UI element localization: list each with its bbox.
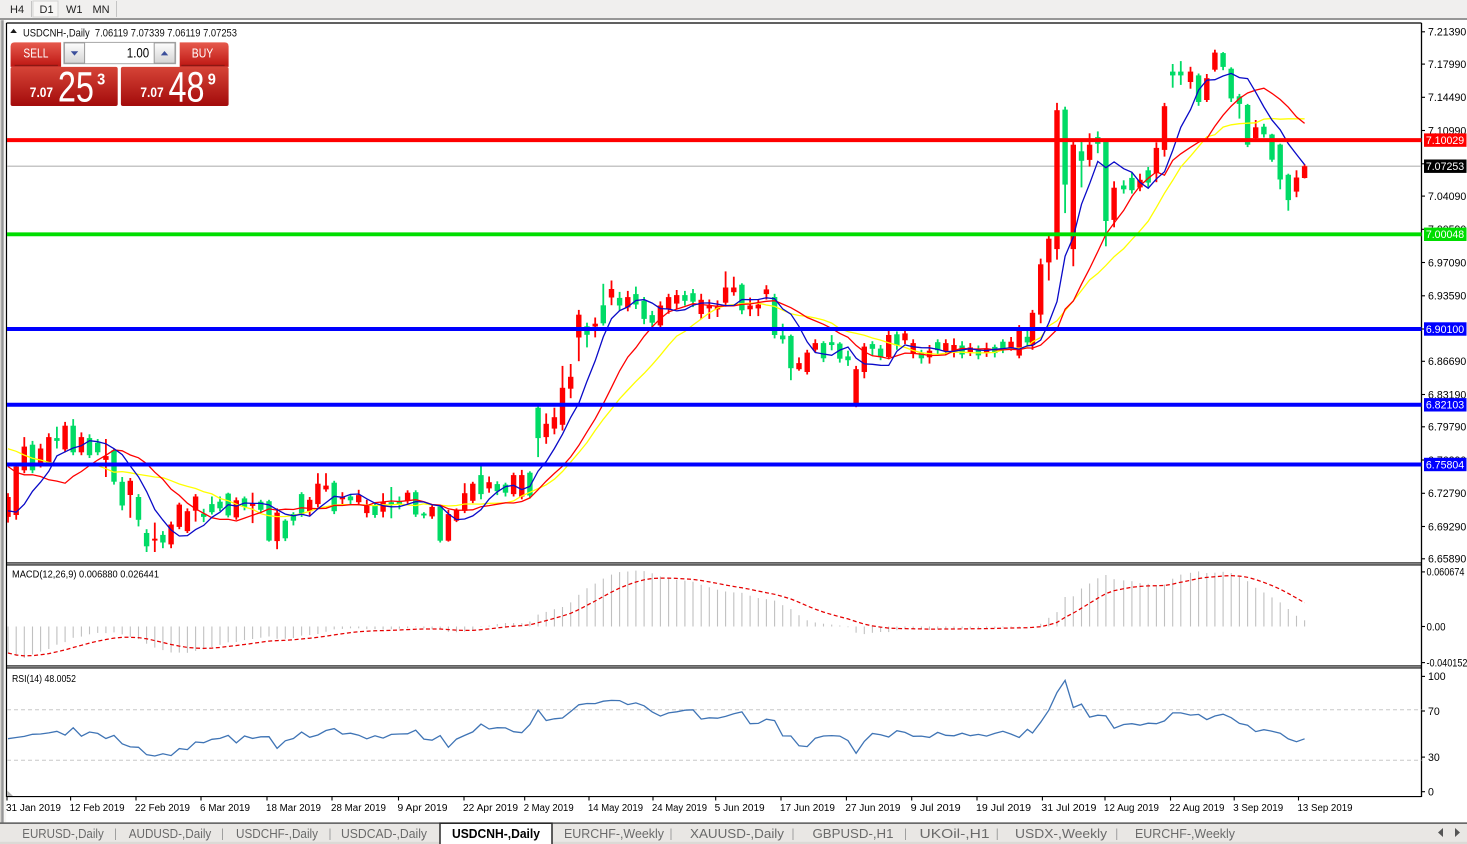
- svg-text:EURCHF-,Weekly: EURCHF-,Weekly: [564, 827, 665, 841]
- svg-text:|: |: [904, 829, 907, 841]
- svg-text:H4: H4: [10, 4, 24, 16]
- svg-text:12 Aug 2019: 12 Aug 2019: [1104, 803, 1159, 814]
- svg-text:27 Jun 2019: 27 Jun 2019: [845, 803, 900, 814]
- svg-text:9: 9: [208, 72, 216, 89]
- svg-text:18 Mar 2019: 18 Mar 2019: [266, 803, 321, 814]
- svg-text:31 Jul 2019: 31 Jul 2019: [1041, 803, 1096, 814]
- svg-text:9 Jul 2019: 9 Jul 2019: [911, 803, 961, 814]
- svg-text:22 Feb 2019: 22 Feb 2019: [135, 803, 190, 814]
- svg-text:7.07: 7.07: [140, 85, 163, 100]
- svg-text:|: |: [329, 829, 332, 841]
- svg-text:BUY: BUY: [192, 46, 214, 60]
- svg-text:SELL: SELL: [23, 46, 48, 60]
- svg-text:6.82103: 6.82103: [1426, 400, 1464, 412]
- svg-text:6 Mar 2019: 6 Mar 2019: [200, 803, 250, 814]
- svg-text:6.90100: 6.90100: [1426, 324, 1464, 336]
- svg-text:USDCAD-,Daily: USDCAD-,Daily: [341, 827, 428, 841]
- svg-text:XAUUSD-,Daily: XAUUSD-,Daily: [690, 827, 785, 841]
- svg-text:22 Apr 2019: 22 Apr 2019: [463, 803, 518, 814]
- svg-text:3: 3: [97, 72, 105, 89]
- svg-text:0.00: 0.00: [1427, 621, 1446, 633]
- svg-text:MN: MN: [93, 4, 110, 16]
- svg-text:|: |: [1115, 829, 1118, 841]
- svg-text:|: |: [792, 829, 795, 841]
- svg-text:48: 48: [169, 64, 205, 112]
- svg-text:7.04090: 7.04090: [1428, 191, 1466, 203]
- svg-text:13 Sep 2019: 13 Sep 2019: [1298, 803, 1353, 814]
- svg-text:6.93590: 6.93590: [1428, 291, 1466, 303]
- svg-text:14 May 2019: 14 May 2019: [588, 803, 643, 814]
- svg-text:7.17990: 7.17990: [1428, 59, 1466, 71]
- svg-text:3 Sep 2019: 3 Sep 2019: [1233, 803, 1283, 814]
- svg-text:2 May 2019: 2 May 2019: [524, 803, 574, 814]
- svg-text:70: 70: [1428, 706, 1440, 718]
- svg-text:W1: W1: [66, 4, 83, 16]
- svg-text:|: |: [996, 829, 999, 841]
- svg-text:9 Apr 2019: 9 Apr 2019: [398, 803, 448, 814]
- svg-text:1.00: 1.00: [127, 46, 149, 61]
- svg-text:-0.040152: -0.040152: [1427, 657, 1467, 669]
- svg-text:7.10029: 7.10029: [1426, 135, 1464, 147]
- svg-text:6.97090: 6.97090: [1428, 257, 1466, 269]
- svg-text:28 Mar 2019: 28 Mar 2019: [331, 803, 386, 814]
- svg-text:USDX-,Weekly: USDX-,Weekly: [1015, 827, 1108, 841]
- svg-text:6.72790: 6.72790: [1428, 488, 1466, 500]
- svg-text:UKOil-,H1: UKOil-,H1: [920, 827, 990, 841]
- svg-text:USDCNH-,Daily: USDCNH-,Daily: [452, 827, 540, 841]
- svg-text:12 Feb 2019: 12 Feb 2019: [70, 803, 125, 814]
- svg-text:USDCNH-,Daily 7.06119 7.07339: USDCNH-,Daily 7.06119 7.07339 7.06119 7.…: [23, 28, 237, 40]
- svg-text:24 May 2019: 24 May 2019: [652, 803, 707, 814]
- svg-text:|: |: [114, 829, 117, 841]
- svg-text:19 Jul 2019: 19 Jul 2019: [976, 803, 1031, 814]
- svg-text:MACD(12,26,9) 0.006880 0.02644: MACD(12,26,9) 0.006880 0.026441: [12, 569, 159, 581]
- svg-text:22 Aug 2019: 22 Aug 2019: [1170, 803, 1225, 814]
- svg-text:0.060674: 0.060674: [1427, 567, 1465, 579]
- svg-text:EURCHF-,Weekly: EURCHF-,Weekly: [1135, 827, 1236, 841]
- svg-text:5 Jun 2019: 5 Jun 2019: [715, 803, 765, 814]
- svg-text:EURUSD-,Daily: EURUSD-,Daily: [22, 827, 104, 841]
- svg-text:6.69290: 6.69290: [1428, 521, 1466, 533]
- svg-text:7.21390: 7.21390: [1428, 27, 1466, 39]
- svg-text:6.75804: 6.75804: [1426, 459, 1464, 471]
- svg-text:D1: D1: [40, 4, 54, 16]
- svg-text:0: 0: [1428, 787, 1434, 799]
- svg-text:7.07: 7.07: [30, 85, 53, 100]
- svg-text:|: |: [221, 829, 224, 841]
- svg-text:GBPUSD-,H1: GBPUSD-,H1: [813, 827, 894, 841]
- svg-text:17 Jun 2019: 17 Jun 2019: [780, 803, 835, 814]
- svg-text:31 Jan 2019: 31 Jan 2019: [6, 803, 61, 814]
- svg-text:100: 100: [1428, 671, 1446, 683]
- svg-text:USDCHF-,Daily: USDCHF-,Daily: [236, 827, 319, 841]
- svg-text:7.07253: 7.07253: [1426, 161, 1464, 173]
- svg-text:7.14490: 7.14490: [1428, 92, 1466, 104]
- svg-text:|: |: [670, 829, 673, 841]
- svg-text:6.65890: 6.65890: [1428, 554, 1466, 566]
- svg-text:7.00048: 7.00048: [1426, 229, 1464, 241]
- svg-text:AUDUSD-,Daily: AUDUSD-,Daily: [129, 827, 212, 841]
- svg-text:30: 30: [1428, 752, 1440, 764]
- svg-text:6.86690: 6.86690: [1428, 356, 1466, 368]
- svg-text:25: 25: [58, 64, 94, 112]
- svg-text:RSI(14) 48.0052: RSI(14) 48.0052: [12, 673, 76, 685]
- svg-text:6.79790: 6.79790: [1428, 422, 1466, 434]
